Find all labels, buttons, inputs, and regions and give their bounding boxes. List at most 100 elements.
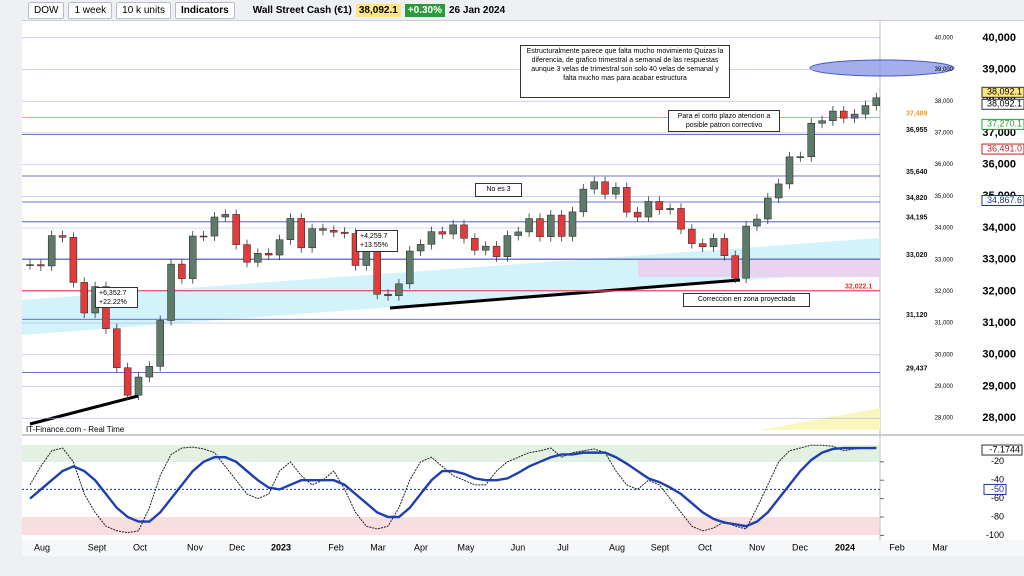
candle bbox=[753, 218, 761, 227]
current-label: -7.1744 bbox=[989, 444, 1020, 454]
y-tick-label: -60 bbox=[991, 493, 1004, 503]
candle bbox=[601, 181, 609, 195]
indicator-box bbox=[981, 143, 1024, 155]
candle bbox=[373, 247, 381, 295]
bottom-toolbar bbox=[0, 556, 1024, 576]
x-tick-label: Feb bbox=[328, 542, 344, 552]
target-ellipse bbox=[809, 59, 955, 77]
reference-label: -50 bbox=[991, 484, 1004, 494]
level-label: 34,195 bbox=[906, 215, 928, 222]
candle bbox=[514, 231, 522, 236]
x-tick-label: Feb bbox=[889, 542, 905, 552]
candle bbox=[666, 208, 674, 210]
inner-tick-label: 39,000 bbox=[935, 67, 954, 73]
date: 26 Jan 2024 bbox=[449, 4, 506, 16]
y-tick-label: 29,000 bbox=[982, 380, 1016, 392]
x-tick-label: Mar bbox=[932, 542, 948, 552]
symbol[interactable]: DOW bbox=[28, 1, 65, 19]
last-price-box bbox=[981, 98, 1024, 110]
units[interactable]: 10 k units bbox=[116, 1, 171, 19]
candle bbox=[709, 238, 718, 248]
y-tick-label: -20 bbox=[991, 456, 1004, 466]
candle bbox=[850, 113, 859, 119]
measure-value: +6,352.7 bbox=[99, 290, 127, 297]
candle bbox=[308, 228, 316, 249]
candle bbox=[829, 110, 837, 121]
candle bbox=[460, 224, 468, 239]
candle bbox=[37, 264, 45, 267]
inner-tick-label: 28,000 bbox=[935, 416, 954, 422]
level-label: 32,022.1 bbox=[845, 284, 872, 291]
y-tick-label: 30,000 bbox=[982, 349, 1016, 361]
candle bbox=[525, 218, 533, 233]
candle bbox=[590, 181, 598, 190]
timeframe[interactable]: 1 week bbox=[68, 1, 113, 19]
y-tick-label: 28,000 bbox=[982, 412, 1016, 424]
x-tick-label: Mar bbox=[370, 542, 386, 552]
last-price-box bbox=[981, 86, 1024, 98]
oversold-zone bbox=[22, 517, 880, 535]
candle bbox=[861, 105, 870, 115]
inner-tick-label: 29,000 bbox=[935, 384, 954, 390]
candle bbox=[872, 97, 881, 106]
level-label: 33,020 bbox=[906, 252, 928, 259]
candle bbox=[264, 253, 273, 256]
candle bbox=[80, 282, 88, 314]
correction-zone bbox=[638, 259, 880, 277]
candle bbox=[406, 250, 414, 285]
inner-tick-label: 31,000 bbox=[935, 321, 954, 327]
indicator-box bbox=[981, 195, 1024, 207]
x-tick-label: Sept bbox=[88, 542, 107, 552]
candle bbox=[785, 156, 794, 185]
level-label: 35,640 bbox=[906, 169, 928, 176]
y-tick-label: 34,000 bbox=[982, 222, 1016, 234]
candle bbox=[232, 214, 240, 245]
x-tick-label: Nov bbox=[749, 542, 766, 552]
candle bbox=[395, 283, 403, 297]
inner-tick-label: 35,000 bbox=[935, 194, 954, 200]
trendline bbox=[29, 394, 139, 426]
candle bbox=[774, 183, 783, 199]
x-tick-label: Jul bbox=[557, 542, 569, 552]
last-price: 38,092.1 bbox=[355, 3, 401, 17]
indicator-label: 37,270.1 bbox=[987, 119, 1022, 129]
candle bbox=[221, 214, 230, 218]
x-tick-label: 2023 bbox=[271, 542, 291, 552]
time-axis bbox=[22, 540, 1024, 556]
candle bbox=[547, 214, 555, 237]
x-tick-label: Nov bbox=[187, 542, 204, 552]
y-tick-label: -80 bbox=[991, 511, 1004, 521]
candle bbox=[655, 201, 664, 210]
x-tick-label: Oct bbox=[133, 542, 148, 552]
y-tick-label: 39,000 bbox=[982, 63, 1016, 75]
candle bbox=[286, 218, 295, 240]
oscillator-line bbox=[29, 444, 877, 534]
candle bbox=[178, 263, 186, 279]
candle bbox=[481, 245, 490, 251]
candle bbox=[47, 235, 56, 267]
x-tick-label: Dec bbox=[792, 542, 809, 552]
y-tick-label: 31,000 bbox=[982, 317, 1016, 329]
x-tick-label: Aug bbox=[34, 542, 50, 552]
measure: +6,352.7 +22.22% bbox=[95, 287, 138, 308]
inner-tick-label: 30,000 bbox=[935, 352, 954, 358]
candle bbox=[156, 320, 164, 367]
x-tick-label: May bbox=[457, 542, 475, 552]
level-label: 31,120 bbox=[906, 312, 928, 319]
source: IT-Finance.com - Real Time bbox=[26, 425, 125, 434]
indicators-button[interactable]: Indicators bbox=[174, 1, 235, 19]
y-tick-label: 32,000 bbox=[982, 285, 1016, 297]
candle bbox=[167, 263, 175, 321]
candle bbox=[449, 224, 457, 235]
y-tick-label: 36,000 bbox=[982, 159, 1016, 171]
candle bbox=[26, 264, 34, 266]
x-tick-label: Jun bbox=[511, 542, 526, 552]
y-tick-label: 40,000 bbox=[982, 32, 1016, 44]
candle bbox=[330, 230, 338, 233]
candle bbox=[340, 231, 349, 234]
candle bbox=[69, 237, 78, 283]
candle bbox=[492, 245, 501, 257]
candle bbox=[275, 239, 284, 256]
x-tick-label: Oct bbox=[698, 542, 713, 552]
